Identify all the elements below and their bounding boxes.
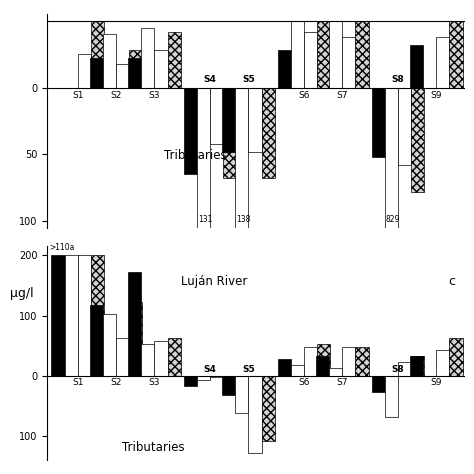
Text: S1: S1: [72, 91, 83, 100]
Text: S9: S9: [430, 91, 442, 100]
Bar: [222, 88, 235, 152]
Bar: [64, 255, 78, 376]
Bar: [291, 365, 304, 376]
Bar: [436, 37, 449, 88]
Bar: [184, 88, 197, 174]
Bar: [128, 273, 141, 376]
Text: 138: 138: [236, 215, 251, 224]
Bar: [78, 255, 91, 376]
Text: Tributaries: Tributaries: [164, 149, 227, 162]
Text: S6: S6: [298, 378, 310, 387]
Bar: [235, 88, 248, 272]
Bar: [278, 359, 291, 376]
Bar: [329, 21, 342, 88]
Text: S3: S3: [149, 91, 160, 100]
Text: S4: S4: [203, 75, 217, 84]
Bar: [316, 356, 329, 376]
Bar: [356, 21, 369, 88]
Bar: [91, 255, 104, 376]
Bar: [436, 350, 449, 376]
Bar: [197, 88, 210, 262]
Bar: [262, 376, 274, 440]
Bar: [129, 302, 142, 376]
Bar: [410, 45, 423, 88]
Text: Tributaries: Tributaries: [122, 441, 185, 454]
Text: >110a: >110a: [49, 244, 75, 253]
Text: S2: S2: [110, 378, 122, 387]
Bar: [197, 376, 210, 381]
Bar: [155, 341, 168, 376]
Bar: [291, 21, 304, 88]
Text: S8: S8: [392, 365, 404, 374]
Bar: [141, 27, 155, 88]
Bar: [248, 376, 262, 453]
Bar: [372, 88, 385, 157]
Text: 829: 829: [386, 215, 400, 224]
Text: S9: S9: [430, 378, 442, 387]
Bar: [78, 54, 91, 88]
Bar: [342, 37, 356, 88]
Bar: [91, 21, 104, 88]
Bar: [129, 50, 142, 88]
Bar: [90, 305, 103, 376]
Bar: [449, 21, 463, 88]
Bar: [385, 88, 398, 474]
Bar: [262, 88, 274, 178]
Bar: [52, 255, 64, 376]
Bar: [342, 347, 356, 376]
Text: S5: S5: [242, 75, 255, 84]
Bar: [223, 376, 236, 377]
Bar: [222, 376, 235, 395]
Bar: [141, 345, 155, 376]
Bar: [385, 376, 398, 417]
Bar: [223, 88, 236, 178]
Bar: [184, 376, 197, 386]
Bar: [398, 363, 411, 376]
Text: S8: S8: [392, 75, 404, 84]
Text: S1: S1: [72, 378, 83, 387]
Text: μg/l: μg/l: [10, 287, 34, 300]
Text: S6: S6: [298, 91, 310, 100]
Bar: [90, 58, 103, 88]
Bar: [304, 347, 317, 376]
Bar: [449, 338, 463, 376]
Bar: [168, 338, 181, 376]
Bar: [168, 32, 181, 88]
Bar: [411, 88, 424, 191]
Bar: [329, 368, 342, 376]
Bar: [210, 88, 223, 144]
Bar: [155, 50, 168, 88]
Bar: [398, 88, 411, 165]
Bar: [317, 345, 330, 376]
Text: 131: 131: [198, 215, 212, 224]
Text: S5: S5: [242, 365, 255, 374]
Bar: [116, 64, 129, 88]
Text: S2: S2: [110, 91, 122, 100]
Bar: [103, 314, 116, 376]
Bar: [116, 338, 129, 376]
Bar: [410, 356, 423, 376]
Bar: [304, 32, 317, 88]
Bar: [411, 356, 424, 376]
Text: S7: S7: [337, 91, 348, 100]
Bar: [356, 347, 369, 376]
Bar: [248, 88, 262, 152]
Text: S7: S7: [337, 378, 348, 387]
Bar: [210, 376, 223, 377]
Text: c: c: [448, 275, 455, 288]
Bar: [235, 376, 248, 413]
Bar: [128, 58, 141, 88]
Bar: [103, 34, 116, 88]
Text: S4: S4: [203, 365, 217, 374]
Bar: [278, 50, 291, 88]
Text: S3: S3: [149, 378, 160, 387]
Bar: [372, 376, 385, 392]
Bar: [317, 21, 330, 88]
Text: Luján River: Luján River: [181, 275, 247, 288]
